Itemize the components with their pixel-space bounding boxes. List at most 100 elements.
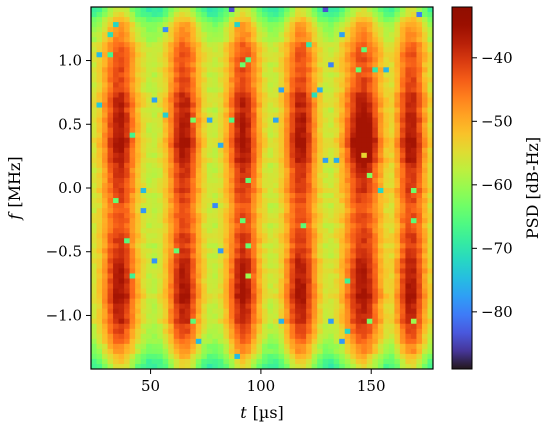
heatmap-cell xyxy=(289,72,296,78)
heatmap-cell xyxy=(344,122,351,129)
heatmap-cell xyxy=(162,137,169,144)
heatmap-cell xyxy=(372,62,379,68)
heatmap-cell xyxy=(306,243,313,249)
heatmap-cell xyxy=(201,27,208,33)
heatmap-cell xyxy=(102,47,109,53)
heatmap-cell xyxy=(410,298,418,305)
heatmap-cell xyxy=(250,127,258,134)
heatmap-cell xyxy=(421,32,429,38)
heatmap-cell xyxy=(344,303,351,310)
heatmap-cell xyxy=(311,313,318,320)
heatmap-cell xyxy=(416,268,423,275)
heatmap-cell xyxy=(135,167,142,174)
heatmap-cell xyxy=(239,132,247,139)
heatmap-cell xyxy=(212,278,219,285)
heatmap-cell xyxy=(91,318,98,325)
heatmap-cell xyxy=(118,72,125,78)
heatmap-cell xyxy=(151,333,158,340)
heatmap-cell xyxy=(427,273,433,280)
heatmap-cell xyxy=(113,37,120,43)
heatmap-cell xyxy=(427,328,433,335)
heatmap-cell xyxy=(190,193,197,199)
heatmap-cell xyxy=(394,213,401,219)
heatmap-cell xyxy=(394,62,401,68)
heatmap-cell xyxy=(355,288,362,295)
heatmap-cell xyxy=(234,338,241,345)
heatmap-cell xyxy=(217,268,224,275)
heatmap-cell xyxy=(190,338,197,345)
heatmap-cell xyxy=(96,42,103,48)
heatmap-cell xyxy=(289,198,296,204)
heatmap-cell xyxy=(195,218,202,224)
heatmap-cell xyxy=(317,162,324,169)
heatmap-cell xyxy=(289,333,296,340)
heatmap-cell xyxy=(201,117,208,124)
heatmap-cell xyxy=(284,117,291,124)
heatmap-cell xyxy=(179,268,186,275)
heatmap-cell xyxy=(201,112,208,119)
heatmap-cell xyxy=(102,198,109,204)
heatmap-cell xyxy=(416,87,423,94)
heatmap-cell xyxy=(239,172,247,179)
heatmap-cell xyxy=(300,57,307,63)
heatmap-cell xyxy=(173,343,180,350)
heatmap-cell xyxy=(306,67,313,73)
heatmap-cell xyxy=(140,67,147,73)
heatmap-cell xyxy=(118,177,125,184)
heatmap-cell xyxy=(350,343,357,350)
heatmap-cell xyxy=(129,253,136,259)
heatmap-cell xyxy=(195,353,202,360)
heatmap-cell xyxy=(124,323,131,330)
heatmap-cell xyxy=(394,52,401,58)
heatmap-cell xyxy=(311,162,318,169)
heatmap-cell xyxy=(306,248,313,254)
heatmap-cell xyxy=(118,198,125,204)
heatmap-cell xyxy=(267,162,274,169)
heatmap-cell xyxy=(234,193,241,199)
heatmap-cell xyxy=(333,27,340,33)
heatmap-cell xyxy=(113,228,120,234)
heatmap-cell xyxy=(267,293,274,300)
heatmap-cell xyxy=(295,152,302,159)
heatmap-cell xyxy=(405,132,412,139)
heatmap-cell xyxy=(212,203,219,209)
heatmap-cell xyxy=(311,218,318,224)
heatmap-cell xyxy=(421,147,429,154)
heatmap-cell xyxy=(328,77,335,84)
heatmap-cell xyxy=(157,167,164,174)
heatmap-cell xyxy=(278,188,285,194)
heatmap-cell xyxy=(228,52,236,58)
heatmap-cell xyxy=(311,42,318,48)
heatmap-cell xyxy=(140,233,147,239)
heatmap-cell xyxy=(372,223,379,229)
heatmap-cell xyxy=(350,203,357,209)
heatmap-cell xyxy=(300,157,307,164)
heatmap-cell xyxy=(394,268,401,275)
heatmap-cell xyxy=(212,87,219,94)
heatmap-cell xyxy=(300,353,307,360)
heatmap-cell xyxy=(317,22,324,28)
heatmap-cell xyxy=(278,17,285,23)
heatmap-cell xyxy=(162,353,169,360)
heatmap-cell xyxy=(239,67,247,73)
heatmap-cell xyxy=(118,363,125,369)
heatmap-cell xyxy=(179,107,186,114)
heatmap-cell xyxy=(206,122,213,129)
heatmap-cell xyxy=(416,82,423,89)
heatmap-cell xyxy=(146,72,153,78)
heatmap-cell xyxy=(350,82,357,89)
heatmap-cell xyxy=(416,363,423,369)
heatmap-cell xyxy=(250,258,258,265)
heatmap-cell xyxy=(151,27,158,33)
heatmap-cell xyxy=(372,203,379,209)
heatmap-cell xyxy=(322,188,329,194)
heatmap-cell xyxy=(140,303,147,310)
heatmap-cell xyxy=(372,67,379,73)
heatmap-cell xyxy=(190,308,197,315)
heatmap-cell xyxy=(228,92,236,99)
heatmap-cell xyxy=(151,157,158,164)
heatmap-cell xyxy=(262,177,269,184)
heatmap-cell xyxy=(394,112,401,119)
heatmap-cell xyxy=(306,112,313,119)
heatmap-cell xyxy=(372,152,379,159)
